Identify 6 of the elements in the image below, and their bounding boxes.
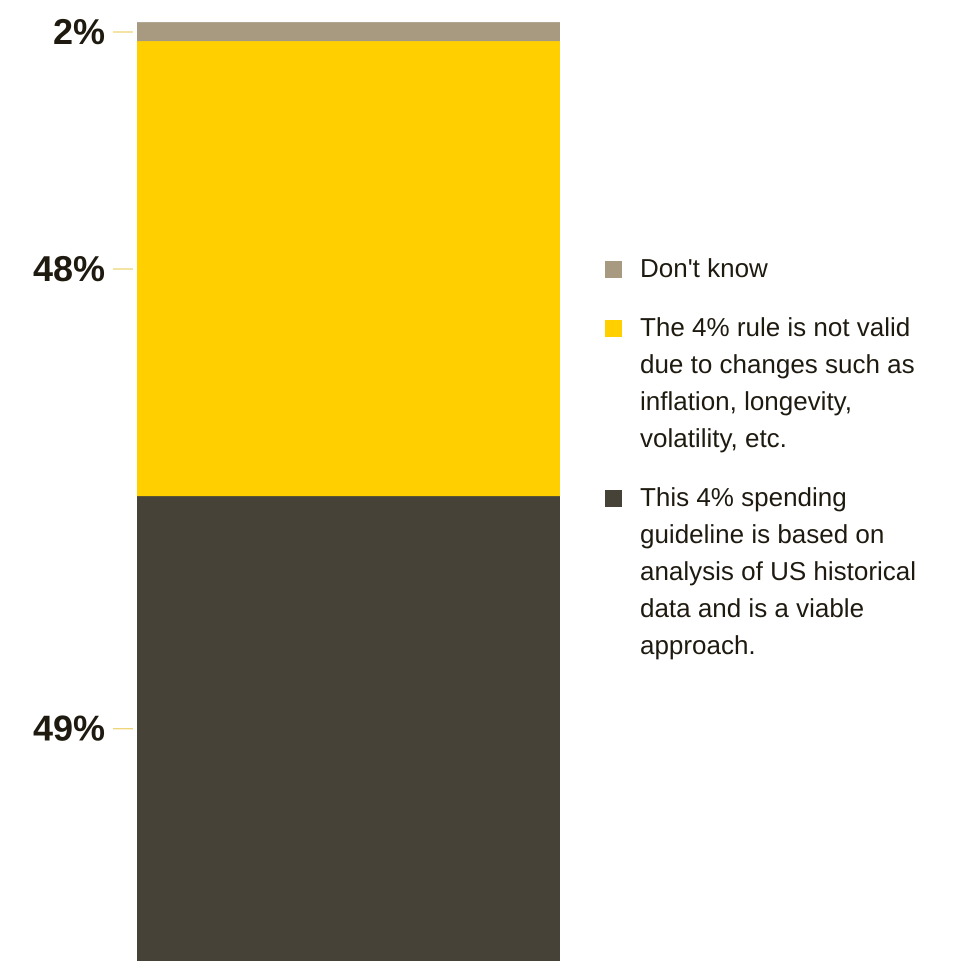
data-label: 49%: [32, 708, 105, 749]
data-label: 2%: [52, 10, 105, 52]
legend-label: Don't know: [640, 252, 768, 285]
legend-label: This 4% spending guideline is based on analysis of US historical data and is a viable approach.: [640, 481, 917, 662]
legend-label: The 4% rule is not valid due to changes such as inflation, longevity, volatility, etc.: [640, 311, 916, 455]
data-label: 48%: [32, 248, 105, 289]
